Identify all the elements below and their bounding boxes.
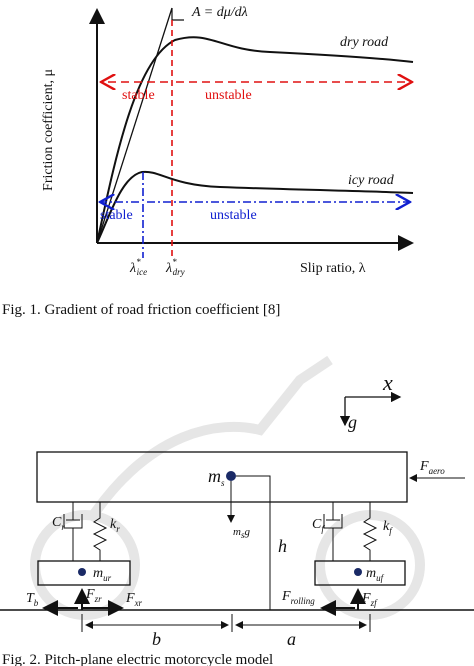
symbol: k (110, 517, 117, 532)
symbol: m (93, 566, 103, 581)
c-f: Cf (312, 517, 325, 534)
subscript: ice (137, 267, 148, 277)
f-aero: Faero (419, 459, 445, 476)
front-unsprung (314, 560, 406, 586)
t-b: Tb (26, 591, 39, 608)
symbol: F (281, 589, 291, 604)
curve-label: icy road (348, 173, 395, 188)
k-r: kr (110, 517, 120, 534)
front-mass-center (354, 568, 362, 576)
subscript: s (221, 478, 225, 488)
suspension (63, 502, 378, 561)
subscript: xr (134, 598, 143, 608)
subscript: ur (103, 573, 112, 583)
k-f: kf (383, 519, 393, 536)
superscript: * (136, 257, 141, 267)
subscript: aero (429, 466, 446, 476)
force-arrows (42, 588, 366, 616)
caption: Fig. 2. Pitch-plane electric motorcycle … (2, 652, 273, 666)
symbol: m (366, 566, 376, 581)
rear-mass-center (78, 568, 86, 576)
subscript: b (34, 598, 39, 608)
b-label: b (152, 629, 161, 649)
a-label: a (287, 629, 296, 649)
lambda-dry: λ* dry (165, 257, 185, 277)
y-axis-label: Friction coefficient, μ (41, 69, 56, 191)
subscript: r (116, 524, 120, 534)
subscript: r (61, 522, 65, 532)
x-axis-label: Slip ratio, λ (300, 261, 366, 276)
symbol: T (26, 591, 35, 606)
subscript: f (321, 524, 325, 534)
symbol: λ (165, 261, 172, 276)
symbol: k (383, 519, 390, 534)
symbol: F (85, 587, 95, 602)
symbol: F (419, 459, 429, 474)
f-xr: Fxr (125, 591, 143, 608)
dry-curve (96, 36, 414, 244)
sprung-mass (36, 451, 408, 503)
x-label: x (382, 370, 393, 395)
m-uf: muf (366, 566, 385, 583)
subscript: dry (173, 267, 185, 277)
superscript: * (172, 257, 177, 267)
length-dimensions (81, 614, 371, 632)
c-r: Cr (52, 515, 65, 532)
h-dimension (236, 475, 271, 610)
lambda-ice: λ* ice (129, 257, 147, 277)
rear-unsprung (37, 560, 131, 586)
symbol: m (208, 466, 221, 486)
subscript: zr (94, 594, 103, 604)
symbol: C (312, 517, 322, 532)
symbol: m (233, 526, 241, 538)
subscript: zf (370, 598, 379, 608)
subscript: s (241, 530, 245, 540)
f-zf: Fzf (361, 591, 378, 608)
h-label: h (278, 536, 287, 556)
f-rolling: Frolling (281, 589, 315, 606)
curve-label: dry road (340, 35, 389, 50)
m-ur: mur (93, 566, 112, 583)
subscript: uf (376, 573, 385, 583)
symbol: g (244, 526, 250, 538)
icy-curve (96, 170, 414, 244)
symbol: C (52, 515, 62, 530)
gradient-triangle (171, 8, 184, 21)
symbol: λ (129, 261, 136, 276)
region-label: stable (100, 208, 133, 223)
friction-plot: A = dμ/dλ dry road stable unstable icy r… (41, 5, 414, 277)
caption: Fig. 1. Gradient of road friction coeffi… (2, 302, 280, 318)
symbol: F (361, 591, 371, 606)
tangent-label: A = dμ/dλ (191, 5, 248, 20)
region-label: unstable (210, 208, 257, 223)
region-label: unstable (205, 88, 252, 103)
f-zr: Fzr (85, 587, 102, 604)
region-label: stable (122, 88, 155, 103)
motorcycle-model: x g Faero ms msg Cr kr Cf kf h mur muf T… (0, 355, 474, 649)
subscript: f (389, 526, 393, 536)
symbol: F (125, 591, 135, 606)
m-s-g: msg (233, 526, 250, 540)
m-s: ms (208, 466, 225, 488)
mass-center (226, 471, 236, 481)
subscript: rolling (291, 596, 316, 606)
g-label: g (348, 412, 357, 432)
